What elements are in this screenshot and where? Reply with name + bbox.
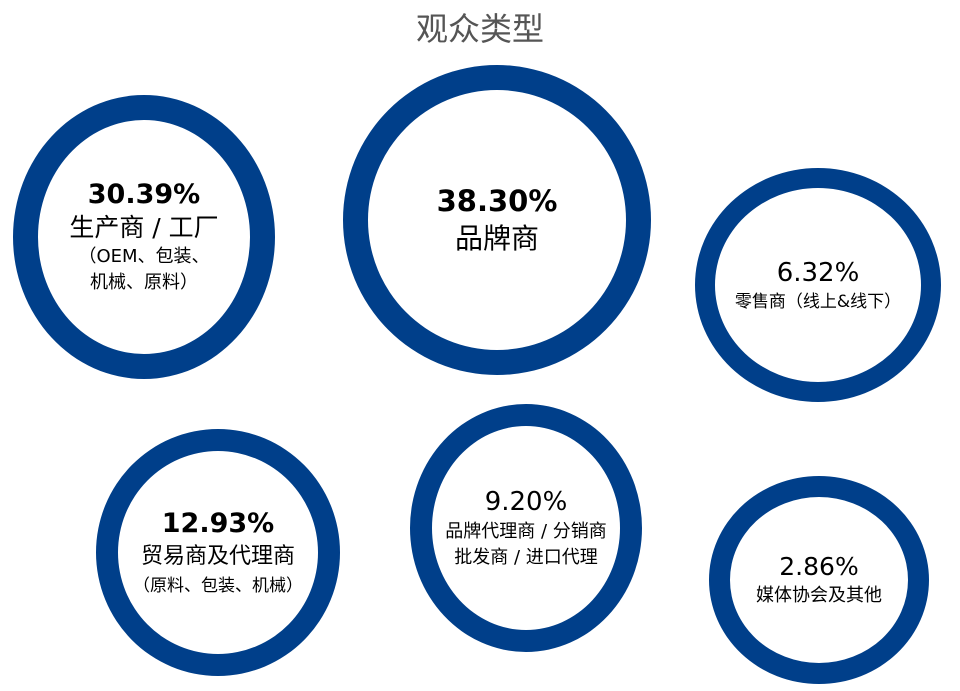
ring-brand: 38.30% 品牌商: [343, 65, 651, 375]
ring-percent: 9.20%: [484, 487, 568, 517]
ring-label: 媒体协会及其他: [756, 585, 882, 606]
ring-label: 贸易商及代理商: [140, 543, 295, 569]
ring-percent: 2.86%: [779, 552, 859, 581]
ring-percent: 6.32%: [776, 258, 860, 288]
ring-percent: 38.30%: [436, 184, 558, 218]
ring-trade: 12.93% 贸易商及代理商 （原料、包装、机械）: [96, 429, 340, 676]
ring-retail: 6.32% 零售商（线上&线下）: [695, 168, 941, 402]
ring-label: 品牌商: [454, 222, 539, 255]
ring-sublabel: 机械、原料）: [90, 272, 198, 293]
ring-media: 2.86% 媒体协会及其他: [709, 476, 929, 684]
ring-label: 批发商 / 进口代理: [454, 547, 598, 568]
ring-percent: 30.39%: [87, 179, 201, 210]
ring-sublabel: （OEM、包装、: [78, 246, 210, 267]
ring-label: 零售商（线上&线下）: [734, 292, 902, 312]
ring-manufacturer: 30.39% 生产商 / 工厂 （OEM、包装、 机械、原料）: [13, 95, 275, 379]
ring-sublabel: （原料、包装、机械）: [133, 575, 303, 596]
chart-title: 观众类型: [415, 10, 544, 48]
ring-label: 品牌代理商 / 分销商: [445, 521, 607, 542]
ring-label: 生产商 / 工厂: [69, 213, 219, 242]
ring-agent: 9.20% 品牌代理商 / 分销商 批发商 / 进口代理: [410, 404, 642, 652]
ring-percent: 12.93%: [161, 507, 275, 539]
